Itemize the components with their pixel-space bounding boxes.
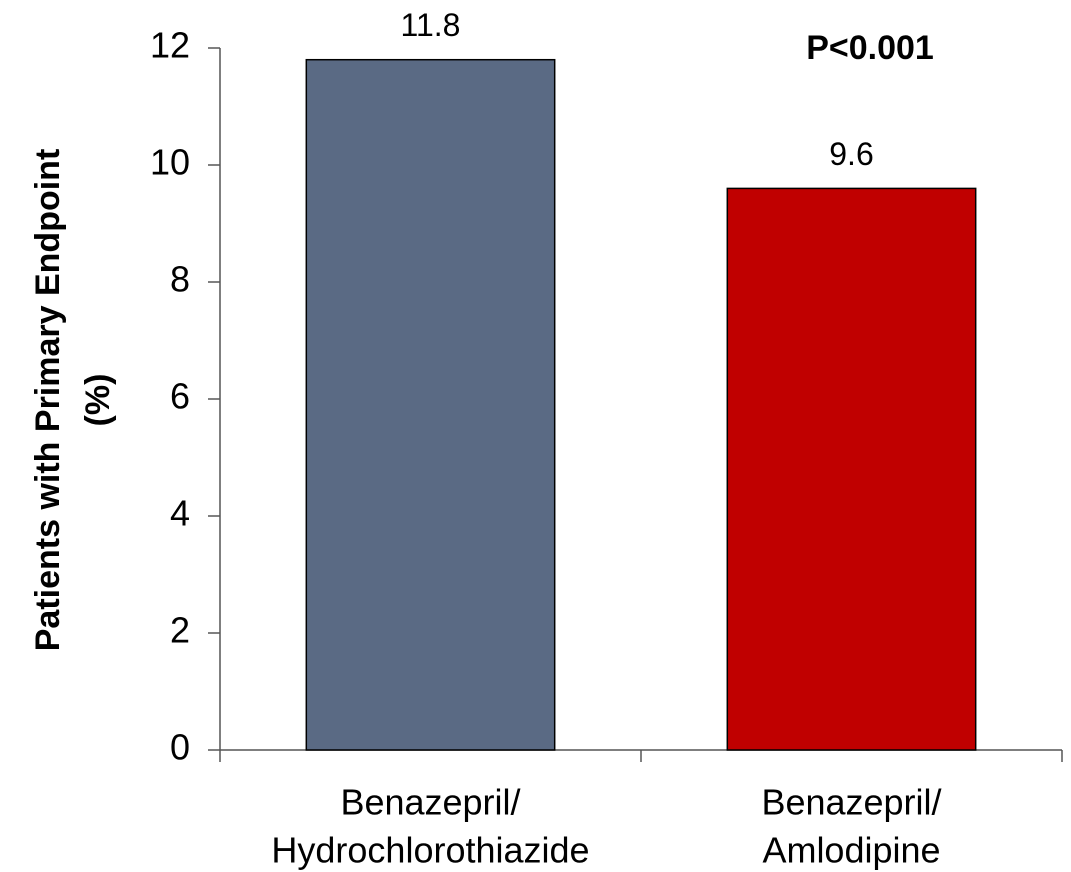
value-label: 9.6 — [829, 136, 873, 172]
bar — [305, 58, 556, 751]
y-tick-label: 2 — [170, 610, 190, 651]
annotation: P<0.001 — [806, 29, 934, 67]
bar — [726, 187, 977, 751]
x-tick-label: Benazepril/ — [761, 782, 941, 823]
x-tick-label: Amlodipine — [762, 830, 940, 871]
y-tick-label: 0 — [170, 727, 190, 768]
x-tick-label: Benazepril/ — [340, 782, 520, 823]
y-label-line: (%) — [79, 374, 117, 427]
y-axis-label: Patients with Primary Endpoint (%) — [29, 149, 117, 652]
y-tick-label: 12 — [150, 25, 190, 66]
y-tick-label: 8 — [170, 259, 190, 300]
y-label-line: Patients with Primary Endpoint — [29, 149, 67, 652]
y-tick-label: 6 — [170, 376, 190, 417]
y-tick-label: 10 — [150, 142, 190, 183]
y-tick-label: 4 — [170, 493, 190, 534]
value-label: 11.8 — [401, 7, 461, 43]
x-tick-label: Hydrochlorothiazide — [271, 830, 589, 871]
